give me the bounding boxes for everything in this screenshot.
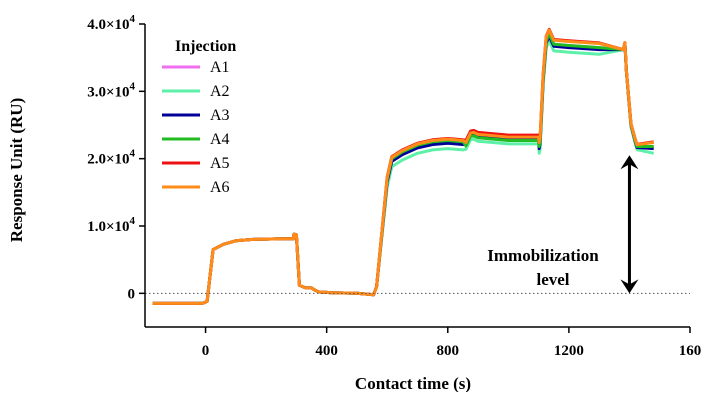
arrow-head-up-icon (620, 155, 639, 170)
annotation-line-1: Immobilization (487, 246, 599, 265)
legend-title: Injection (175, 38, 236, 55)
x-tick-label: 160 (679, 343, 702, 359)
x-tick-label: 1200 (554, 343, 584, 359)
arrow-head-down-icon (620, 279, 639, 294)
y-tick-label: 3.0×104 (87, 80, 135, 100)
x-tick-label: 0 (202, 343, 210, 359)
legend-label-a6: A6 (210, 179, 230, 196)
x-tick-label: 800 (437, 343, 460, 359)
legend-label-a1: A1 (210, 59, 230, 76)
x-axis-ticks: 0 400 800 1200 160 (202, 327, 701, 359)
legend-label-a5: A5 (210, 155, 230, 172)
y-tick-label: 0 (128, 286, 136, 302)
x-tick-label: 400 (315, 343, 338, 359)
y-tick-label: 4.0×104 (87, 13, 135, 33)
y-tick-label: 2.0×104 (87, 148, 135, 168)
y-tick-label: 1.0×104 (87, 215, 135, 235)
legend-label-a4: A4 (210, 131, 230, 148)
legend: Injection A1 A2 A3 A4 A5 A6 (162, 38, 236, 196)
legend-label-a3: A3 (210, 107, 230, 124)
legend-label-a2: A2 (210, 83, 230, 100)
annotation-line-2: level (536, 270, 569, 289)
series-layer (152, 27, 655, 305)
x-axis-title: Contact time (s) (355, 374, 471, 392)
series-line-a6 (152, 28, 654, 305)
y-axis-ticks: 0 1.0×104 2.0×104 3.0×104 4.0×104 (87, 13, 145, 302)
y-axis-title: Response Unit (RU) (7, 98, 26, 243)
immobilization-annotation: Immobilization level (487, 155, 639, 294)
legend-items: A1 A2 A3 A4 A5 A6 (162, 59, 230, 196)
